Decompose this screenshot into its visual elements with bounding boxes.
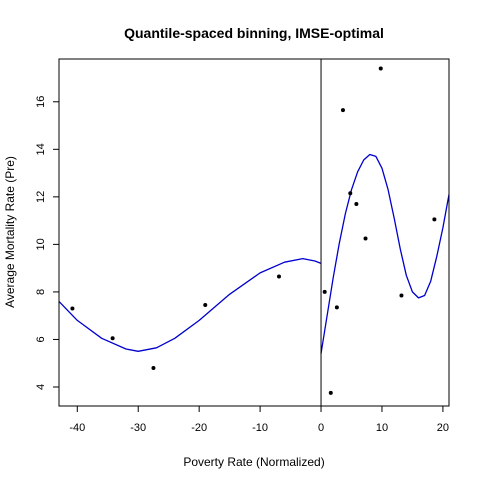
- x-tick-label: -30: [130, 422, 146, 434]
- data-point: [432, 217, 436, 221]
- x-tick-label: 0: [318, 422, 324, 434]
- data-point: [341, 108, 345, 112]
- data-point: [379, 67, 383, 71]
- y-tick-label: 16: [35, 96, 47, 108]
- fit-curve-left: [59, 259, 321, 352]
- y-axis-label: Average Mortality Rate (Pre): [3, 156, 17, 308]
- x-tick-label: -40: [69, 422, 85, 434]
- plot-frame: [59, 59, 449, 406]
- chart-title: Quantile-spaced binning, IMSE-optimal: [124, 25, 384, 41]
- data-point: [277, 274, 281, 278]
- y-tick-label: 14: [35, 143, 47, 155]
- y-tick-label: 12: [35, 191, 47, 203]
- data-point: [354, 202, 358, 206]
- data-point: [364, 236, 368, 240]
- fit-curves: [59, 155, 449, 354]
- y-tick-label: 10: [35, 238, 47, 250]
- x-tick-label: -20: [191, 422, 207, 434]
- data-point: [399, 293, 403, 297]
- data-point: [329, 391, 333, 395]
- y-tick-label: 8: [35, 289, 47, 295]
- data-point: [151, 366, 155, 370]
- x-tick-label: 20: [437, 422, 449, 434]
- x-tick-label: 10: [376, 422, 388, 434]
- axes: -40 -30 -20 -10 0 10 20 4 6 8 10 12 14 16: [35, 59, 449, 434]
- data-point: [335, 305, 339, 309]
- data-point: [323, 290, 327, 294]
- data-point: [203, 303, 207, 307]
- x-axis-label: Poverty Rate (Normalized): [183, 455, 324, 469]
- data-point: [348, 191, 352, 195]
- data-points: [70, 67, 436, 395]
- data-point: [70, 307, 74, 311]
- fit-curve-right: [321, 155, 449, 354]
- data-point: [111, 336, 115, 340]
- x-tick-label: -10: [252, 422, 268, 434]
- y-tick-label: 6: [35, 336, 47, 342]
- y-tick-label: 4: [35, 384, 47, 390]
